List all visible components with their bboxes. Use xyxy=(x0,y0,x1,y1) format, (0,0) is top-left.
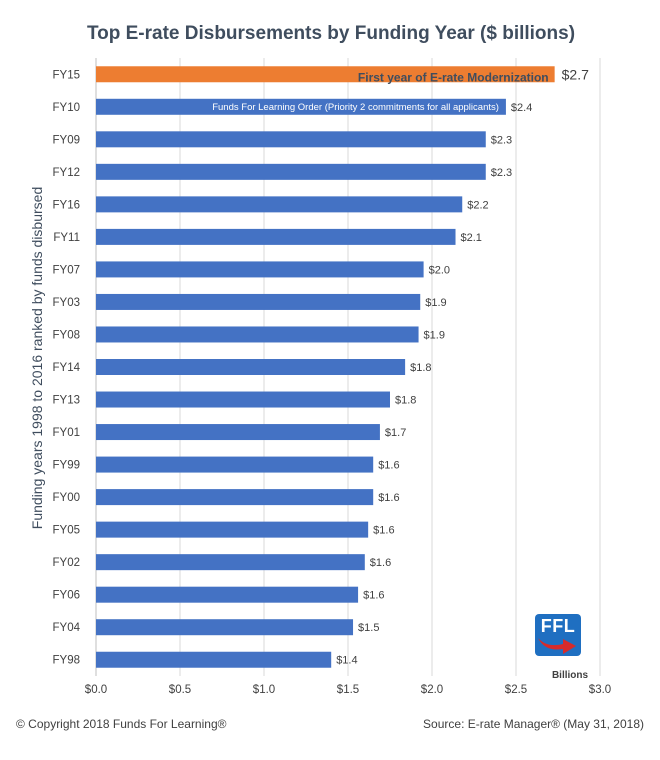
bar xyxy=(96,326,419,343)
y-tick-label: FY15 xyxy=(53,69,81,81)
y-tick-label: FY03 xyxy=(53,297,81,309)
data-label: $2.1 xyxy=(461,232,482,244)
bar xyxy=(96,66,555,83)
data-label: $2.2 xyxy=(467,199,488,211)
bar xyxy=(96,489,374,506)
data-label: $1.9 xyxy=(424,329,445,341)
x-tick-label: $2.5 xyxy=(505,684,527,696)
bar xyxy=(96,163,486,180)
bar xyxy=(96,619,354,636)
data-label: $2.4 xyxy=(511,102,532,114)
data-label: $2.3 xyxy=(491,134,512,146)
y-tick-label: FY12 xyxy=(53,167,81,179)
y-tick-label: FY09 xyxy=(53,134,81,146)
y-tick-label: FY08 xyxy=(53,329,81,341)
annotation: First year of E-rate Modernization xyxy=(358,70,549,84)
copyright-text: © Copyright 2018 Funds For Learning® xyxy=(16,717,227,731)
y-tick-label: FY16 xyxy=(53,199,81,211)
y-axis-title: Funding years 1998 to 2016 ranked by fun… xyxy=(29,187,45,529)
y-tick-label: FY01 xyxy=(53,427,81,439)
ffl-logo: FFL xyxy=(535,614,581,656)
data-label: $1.6 xyxy=(363,590,384,602)
y-tick-label: FY99 xyxy=(53,460,81,472)
data-label: $1.4 xyxy=(336,655,357,667)
bar xyxy=(96,359,406,375)
data-label: $1.9 xyxy=(425,297,446,309)
bar xyxy=(96,424,380,441)
y-tick-label: FY07 xyxy=(53,264,81,276)
y-tick-label: FY11 xyxy=(53,232,80,244)
data-label: $1.7 xyxy=(385,427,406,439)
bar xyxy=(96,521,369,538)
x-tick-label: $2.0 xyxy=(421,684,443,696)
data-label: $1.6 xyxy=(373,525,394,537)
y-tick-label: FY02 xyxy=(53,557,81,569)
y-tick-label: FY14 xyxy=(53,362,81,374)
bar xyxy=(96,131,486,148)
labels: $0.0 $0.5 $1.0 $1.5 $2.0 $2.5 $3.0 FY15 $2.7 FY10… xyxy=(53,66,612,696)
data-label: $1.8 xyxy=(410,362,431,374)
y-tick-label: FY98 xyxy=(53,655,81,667)
data-label: $1.6 xyxy=(370,557,391,569)
bar xyxy=(96,554,365,571)
bar xyxy=(96,228,456,245)
logo-text: FFL xyxy=(540,616,576,636)
x-tick-label: $1.0 xyxy=(253,684,275,696)
x-axis-unit-label: Billions xyxy=(552,670,589,681)
bar xyxy=(96,456,374,473)
y-tick-label: FY13 xyxy=(53,395,81,407)
source-text: Source: E-rate Manager® (May 31, 2018) xyxy=(423,717,644,731)
data-label: $1.6 xyxy=(378,460,399,472)
y-tick-label: FY00 xyxy=(53,492,81,504)
bar xyxy=(96,98,506,115)
x-tick-label: $0.0 xyxy=(85,684,107,696)
annotation: Funds For Learning Order (Priority 2 com… xyxy=(212,102,499,113)
data-label: $2.0 xyxy=(429,264,450,276)
bar xyxy=(96,586,359,603)
y-tick-label: FY04 xyxy=(53,622,81,634)
data-label: $1.6 xyxy=(378,492,399,504)
bar xyxy=(96,196,463,213)
bar xyxy=(96,293,421,310)
bar xyxy=(96,651,332,668)
bar xyxy=(96,391,390,408)
ffl-logo-arrow-icon xyxy=(538,638,576,654)
data-label: $2.3 xyxy=(491,167,512,179)
data-label: $1.8 xyxy=(395,395,416,407)
data-label: $2.7 xyxy=(562,66,589,82)
y-tick-label: FY06 xyxy=(53,590,81,602)
y-tick-label: FY05 xyxy=(53,525,81,537)
x-tick-label: $1.5 xyxy=(337,684,359,696)
chart-title: Top E-rate Disbursements by Funding Year… xyxy=(87,23,575,44)
x-tick-label: $3.0 xyxy=(589,684,611,696)
y-tick-label: FY10 xyxy=(53,102,81,114)
data-label: $1.5 xyxy=(358,622,379,634)
x-tick-label: $0.5 xyxy=(169,684,191,696)
bars xyxy=(96,66,555,668)
bar xyxy=(96,261,424,278)
